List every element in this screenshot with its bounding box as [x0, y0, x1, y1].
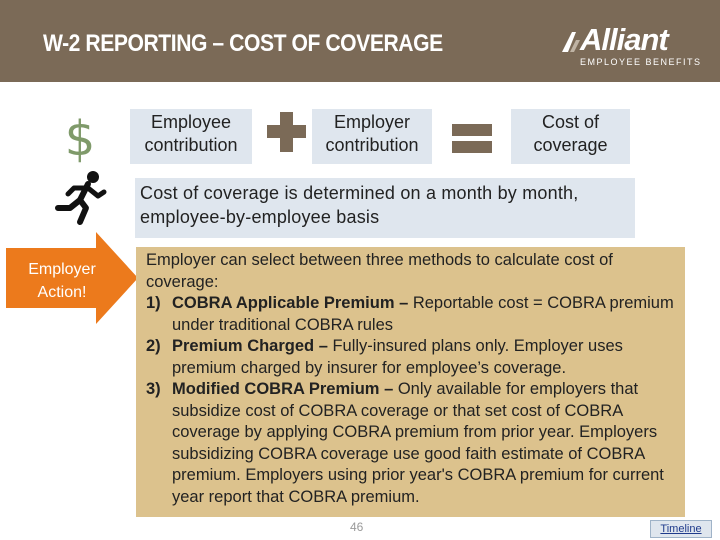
list-item: 3) Modified COBRA Premium – Only availabl…	[146, 379, 676, 508]
method-description: Only available for employers that subsid…	[172, 380, 664, 506]
methods-list: 1) COBRA Applicable Premium – Reportable …	[146, 293, 676, 508]
method-term: COBRA Applicable Premium –	[172, 294, 409, 312]
action-arrow-icon	[6, 232, 138, 324]
page-title: W-2 REPORTING – COST OF COVERAGE	[43, 30, 443, 57]
list-number: 3)	[146, 380, 161, 398]
page-number: 46	[350, 520, 364, 534]
method-term: Modified COBRA Premium –	[172, 380, 394, 398]
employer-action-label: Employer Action!	[28, 261, 96, 301]
running-person-icon	[55, 171, 107, 225]
list-item: 2) Premium Charged – Fully-insured plans …	[146, 336, 676, 379]
methods-intro: Employer can select between three method…	[146, 251, 613, 291]
cost-basis-note: Cost of coverage is determined on a mont…	[135, 178, 635, 238]
method-term: Premium Charged –	[172, 337, 328, 355]
method-description: Fully-insured plans only. Employer uses …	[172, 337, 623, 377]
list-number: 2)	[146, 337, 161, 355]
plus-icon-bar	[267, 125, 306, 138]
list-number: 1)	[146, 294, 161, 312]
timeline-link[interactable]: Timeline	[650, 520, 712, 538]
methods-panel	[136, 247, 685, 517]
methods-content: Employer can select between three method…	[146, 250, 676, 508]
dollar-symbol: $	[64, 111, 96, 167]
logo-name: Alliant	[580, 22, 669, 57]
header-bar: W-2 REPORTING – COST OF COVERAGE Alliant…	[0, 0, 720, 82]
alliant-logo: Alliant EMPLOYEE BENEFITS	[562, 22, 700, 72]
list-item: 1) COBRA Applicable Premium – Reportable …	[146, 293, 676, 336]
cost-of-coverage-box: Cost of coverage	[511, 109, 630, 164]
employer-contribution-box: Employer contribution	[312, 109, 432, 164]
equals-icon	[452, 124, 492, 136]
equals-icon-bar	[452, 141, 492, 153]
dollar-sign-icon: $	[60, 110, 100, 168]
employee-contribution-box: Employee contribution	[130, 109, 252, 164]
logo-tagline: EMPLOYEE BENEFITS	[580, 57, 702, 67]
logo-mark-icon	[562, 32, 580, 52]
method-description: Reportable cost = COBRA premium under tr…	[172, 294, 674, 334]
